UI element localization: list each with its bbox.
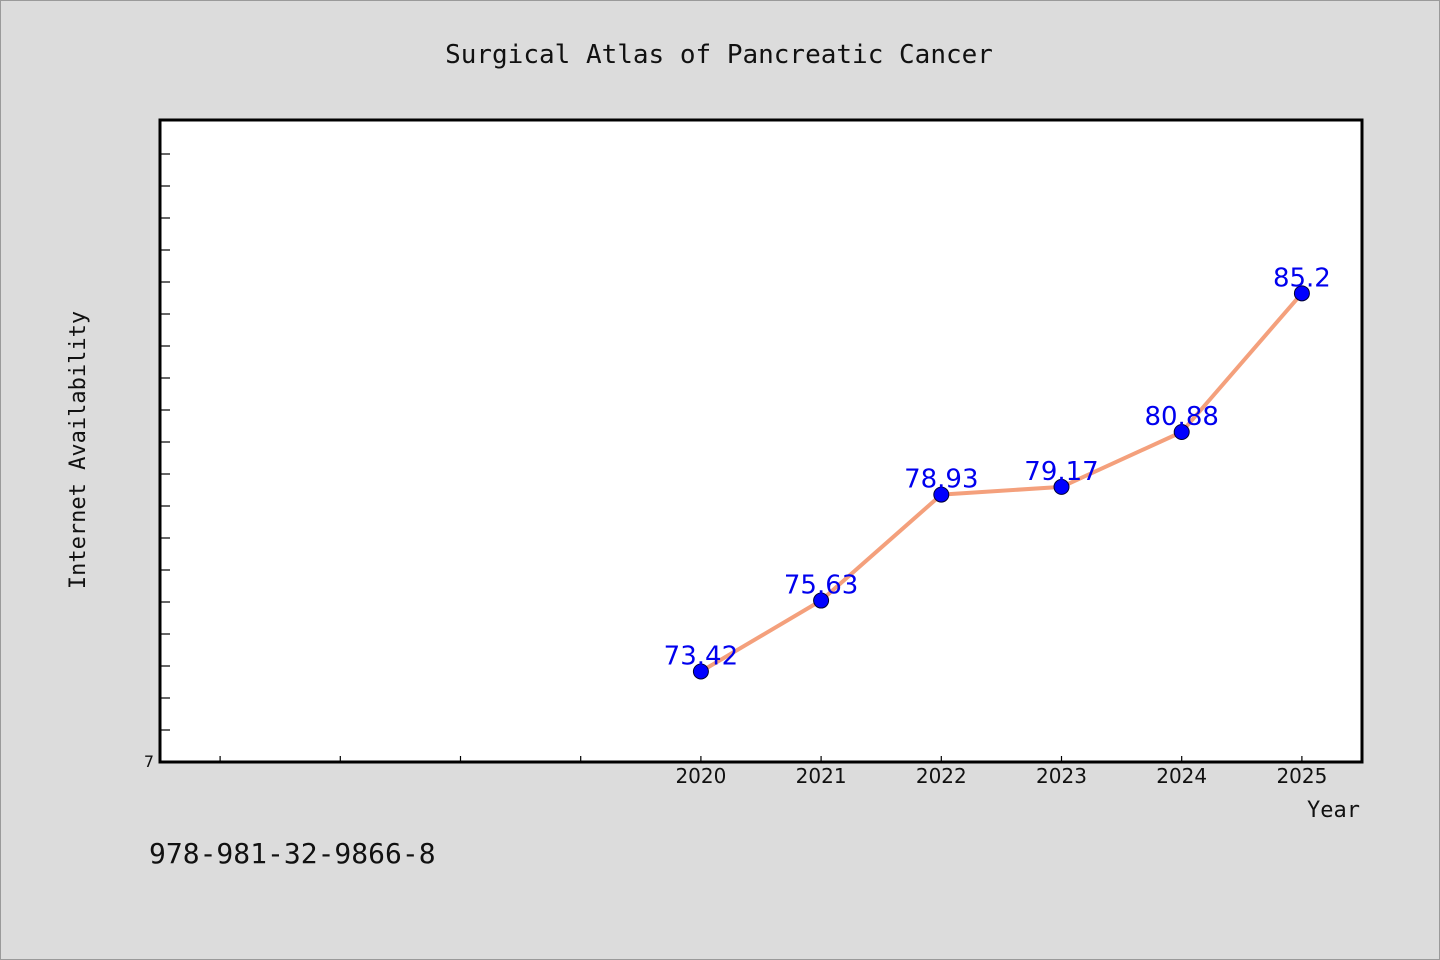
x-tick-label: 2025: [1276, 764, 1327, 788]
data-point: [692, 663, 709, 680]
y-axis-label: Internet Availability: [66, 311, 91, 589]
x-tick-label: 2023: [1036, 764, 1087, 788]
data-label: 73.42: [664, 641, 738, 671]
data-label: 79.17: [1024, 457, 1098, 487]
x-tick-label: 2020: [675, 764, 726, 788]
x-tick-label: 2022: [916, 764, 967, 788]
y-axis-ticks: [160, 153, 170, 731]
data-label: 78.93: [904, 465, 978, 495]
data-point: [1293, 285, 1310, 302]
x-tick-label: 2021: [796, 764, 847, 788]
data-point: [1173, 424, 1190, 441]
data-point: [933, 486, 950, 503]
y-tick-label: 7: [144, 752, 154, 771]
data-label: 75.63: [784, 571, 858, 601]
data-label: 80.88: [1144, 402, 1218, 432]
plot-area: [158, 118, 1364, 764]
x-tick-label: 2024: [1156, 764, 1207, 788]
x-axis-label: Year: [1307, 798, 1360, 823]
x-axis-ticks: 2020 2021 2022 2023 2024 2025: [219, 756, 1327, 788]
data-point: [1053, 478, 1070, 495]
data-label: 85.2: [1273, 263, 1331, 293]
data-point: [813, 592, 830, 609]
series-layer: 73.42 75.63 78.93 79.17 80.88 85.2: [664, 263, 1331, 680]
chart-title: Surgical Atlas of Pancreatic Cancer: [445, 40, 993, 70]
isbn-footer: 978-981-32-9866-8: [149, 837, 436, 870]
series-line: [699, 291, 1304, 674]
